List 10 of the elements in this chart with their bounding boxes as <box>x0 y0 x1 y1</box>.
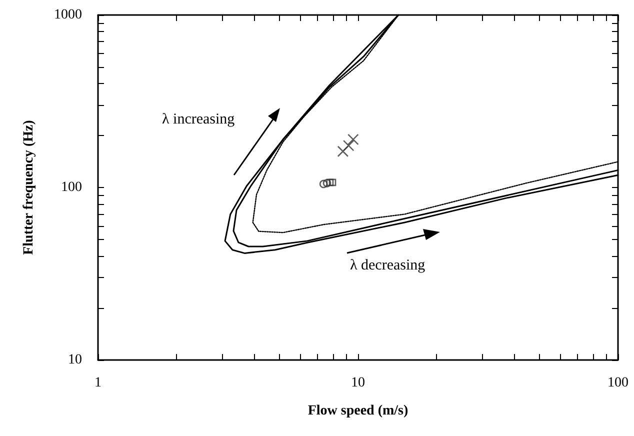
y-tick-label: 100 <box>61 180 82 195</box>
y-tick-label: 1000 <box>54 8 82 22</box>
x-tick-label: 1 <box>94 376 102 390</box>
y-tick-label: 10 <box>68 352 82 368</box>
x-axis-title: Flow speed (m/s) <box>308 404 408 418</box>
x-tick-label: 100 <box>608 376 628 390</box>
y-axis-title: Flutter frequency (Hz) <box>22 120 36 255</box>
annotation: λ increasing <box>162 112 236 128</box>
annotation: λ decreasing <box>350 258 426 274</box>
x-tick-label: 10 <box>351 376 365 390</box>
